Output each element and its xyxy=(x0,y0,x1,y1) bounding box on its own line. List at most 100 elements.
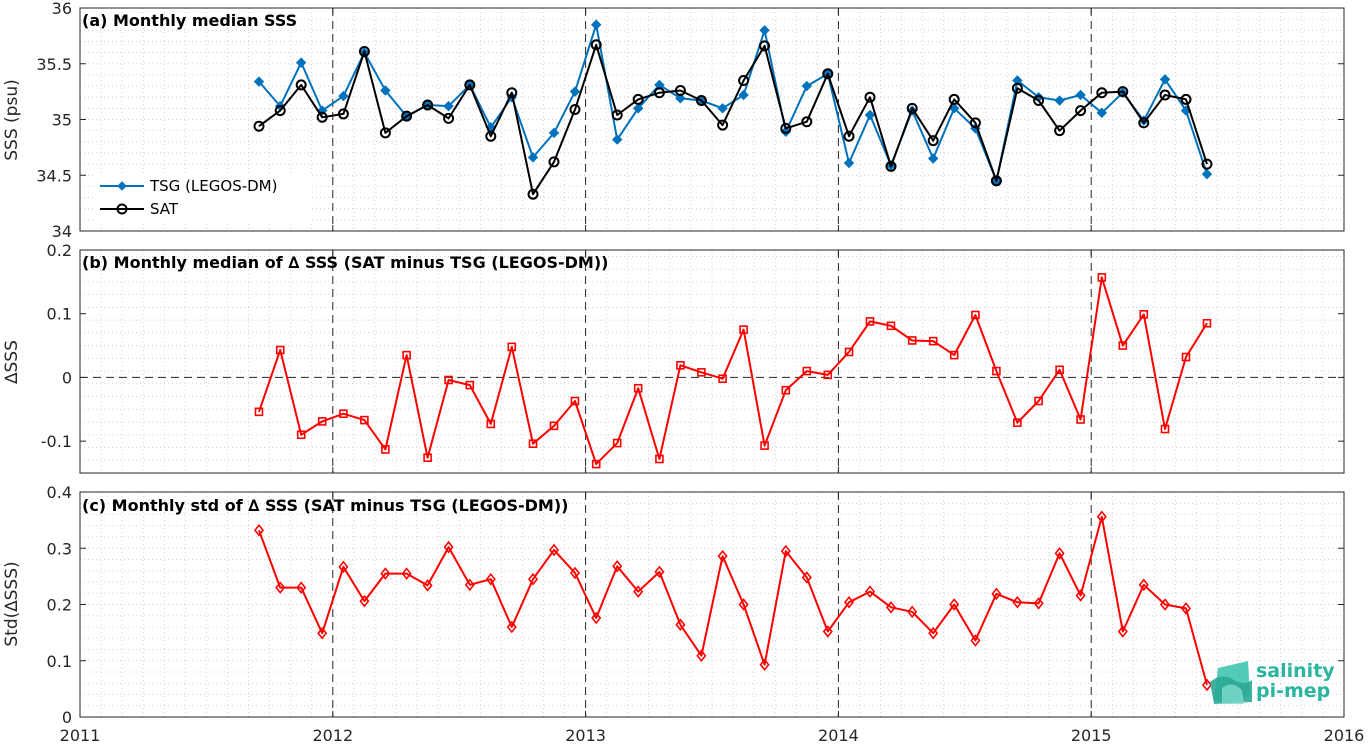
data-point xyxy=(654,565,665,579)
data-point xyxy=(1201,158,1213,170)
data-point xyxy=(612,438,622,448)
y-tick-label: 35.5 xyxy=(36,55,72,74)
data-point xyxy=(907,336,917,345)
data-point xyxy=(1054,547,1065,560)
data-point xyxy=(1075,589,1086,602)
data-point xyxy=(843,595,855,609)
data-point xyxy=(1118,341,1128,350)
x-tick-label: 2012 xyxy=(312,726,353,745)
data-point xyxy=(317,417,327,426)
data-point xyxy=(655,454,664,464)
data-point xyxy=(695,95,707,107)
data-point xyxy=(697,368,706,377)
data-point xyxy=(485,130,497,142)
panel-c-title: (c) Monthly std of ∆ SSS (SAT minus TSG … xyxy=(82,496,568,515)
data-point xyxy=(1075,105,1087,117)
data-point xyxy=(485,572,496,586)
data-point xyxy=(528,439,538,448)
data-point xyxy=(1096,107,1108,119)
data-point xyxy=(632,93,644,105)
data-point xyxy=(906,102,918,114)
panel-grid xyxy=(79,249,1345,474)
data-point xyxy=(1013,418,1022,427)
data-point xyxy=(928,336,938,346)
data-point xyxy=(1160,424,1170,434)
data-point xyxy=(1117,625,1128,638)
data-point xyxy=(760,441,769,450)
y-tick-label: -0.1 xyxy=(41,432,72,451)
data-point xyxy=(738,598,749,611)
data-point xyxy=(338,560,349,574)
data-point xyxy=(548,156,560,168)
data-point xyxy=(970,634,981,647)
data-point xyxy=(379,127,391,139)
data-point xyxy=(1076,415,1085,424)
y-tick-label: 0.2 xyxy=(47,596,72,615)
data-point xyxy=(486,419,496,429)
x-tick-label: 2015 xyxy=(1071,726,1112,745)
data-point xyxy=(1054,95,1065,106)
data-point xyxy=(611,109,623,121)
data-point xyxy=(548,543,560,557)
data-point xyxy=(422,579,433,592)
data-point xyxy=(296,581,307,594)
logo-line1: salinity xyxy=(1256,660,1335,682)
y-tick-label: 0.1 xyxy=(47,652,72,671)
data-point xyxy=(506,620,517,634)
data-point xyxy=(570,396,580,406)
legend-tsg-label: TSG (LEGOS-DM) xyxy=(149,177,277,195)
data-point xyxy=(443,540,454,554)
data-point xyxy=(339,409,348,419)
data-point xyxy=(444,375,453,385)
x-tick-label: 2013 xyxy=(565,726,606,745)
y-tick-label: 34.5 xyxy=(36,166,72,185)
logo-waves-icon xyxy=(1210,661,1252,704)
data-point xyxy=(1138,117,1150,129)
x-tick-label: 2014 xyxy=(818,726,859,745)
panel-c: (c) Monthly std of ∆ SSS (SAT minus TSG … xyxy=(2,483,1364,745)
data-point xyxy=(822,625,833,638)
data-point xyxy=(591,19,602,30)
data-point xyxy=(569,103,581,115)
data-point xyxy=(380,85,391,96)
data-point xyxy=(759,40,771,52)
data-point xyxy=(823,370,833,380)
data-point xyxy=(338,90,349,102)
data-point xyxy=(990,175,1002,187)
panel-c-ylabel: Std(∆SSS) xyxy=(2,561,22,646)
data-point xyxy=(801,80,813,92)
data-point xyxy=(1202,318,1212,328)
panel-a-ylabel: SSS (psu) xyxy=(2,79,22,160)
data-point xyxy=(1033,95,1045,107)
x-tick-label: 2016 xyxy=(1324,726,1365,745)
data-point xyxy=(992,366,1001,376)
data-point xyxy=(1138,578,1149,592)
y-tick-label: 0.1 xyxy=(47,305,72,324)
data-point xyxy=(443,112,455,124)
data-point xyxy=(359,594,370,608)
legend-sat-label: SAT xyxy=(150,200,179,218)
data-point xyxy=(423,453,432,463)
data-point xyxy=(696,649,707,662)
data-point xyxy=(885,601,897,614)
y-tick-label: 0.4 xyxy=(47,483,72,502)
data-point xyxy=(1054,125,1066,137)
y-tick-label: 35 xyxy=(52,111,72,130)
data-point xyxy=(1033,597,1044,610)
data-point xyxy=(253,120,265,132)
y-tick-label: 0 xyxy=(62,708,72,727)
data-point xyxy=(927,135,939,147)
data-point xyxy=(464,578,475,592)
data-point xyxy=(633,585,644,598)
data-point xyxy=(464,79,476,91)
data-point xyxy=(780,544,791,558)
data-point xyxy=(591,611,602,625)
data-point xyxy=(865,317,875,326)
x-tick-label: 2011 xyxy=(60,726,101,745)
data-point xyxy=(1139,310,1149,319)
data-point xyxy=(253,76,265,87)
data-point xyxy=(591,459,601,469)
data-point xyxy=(739,325,748,334)
data-point xyxy=(633,383,643,393)
data-point xyxy=(759,25,770,36)
